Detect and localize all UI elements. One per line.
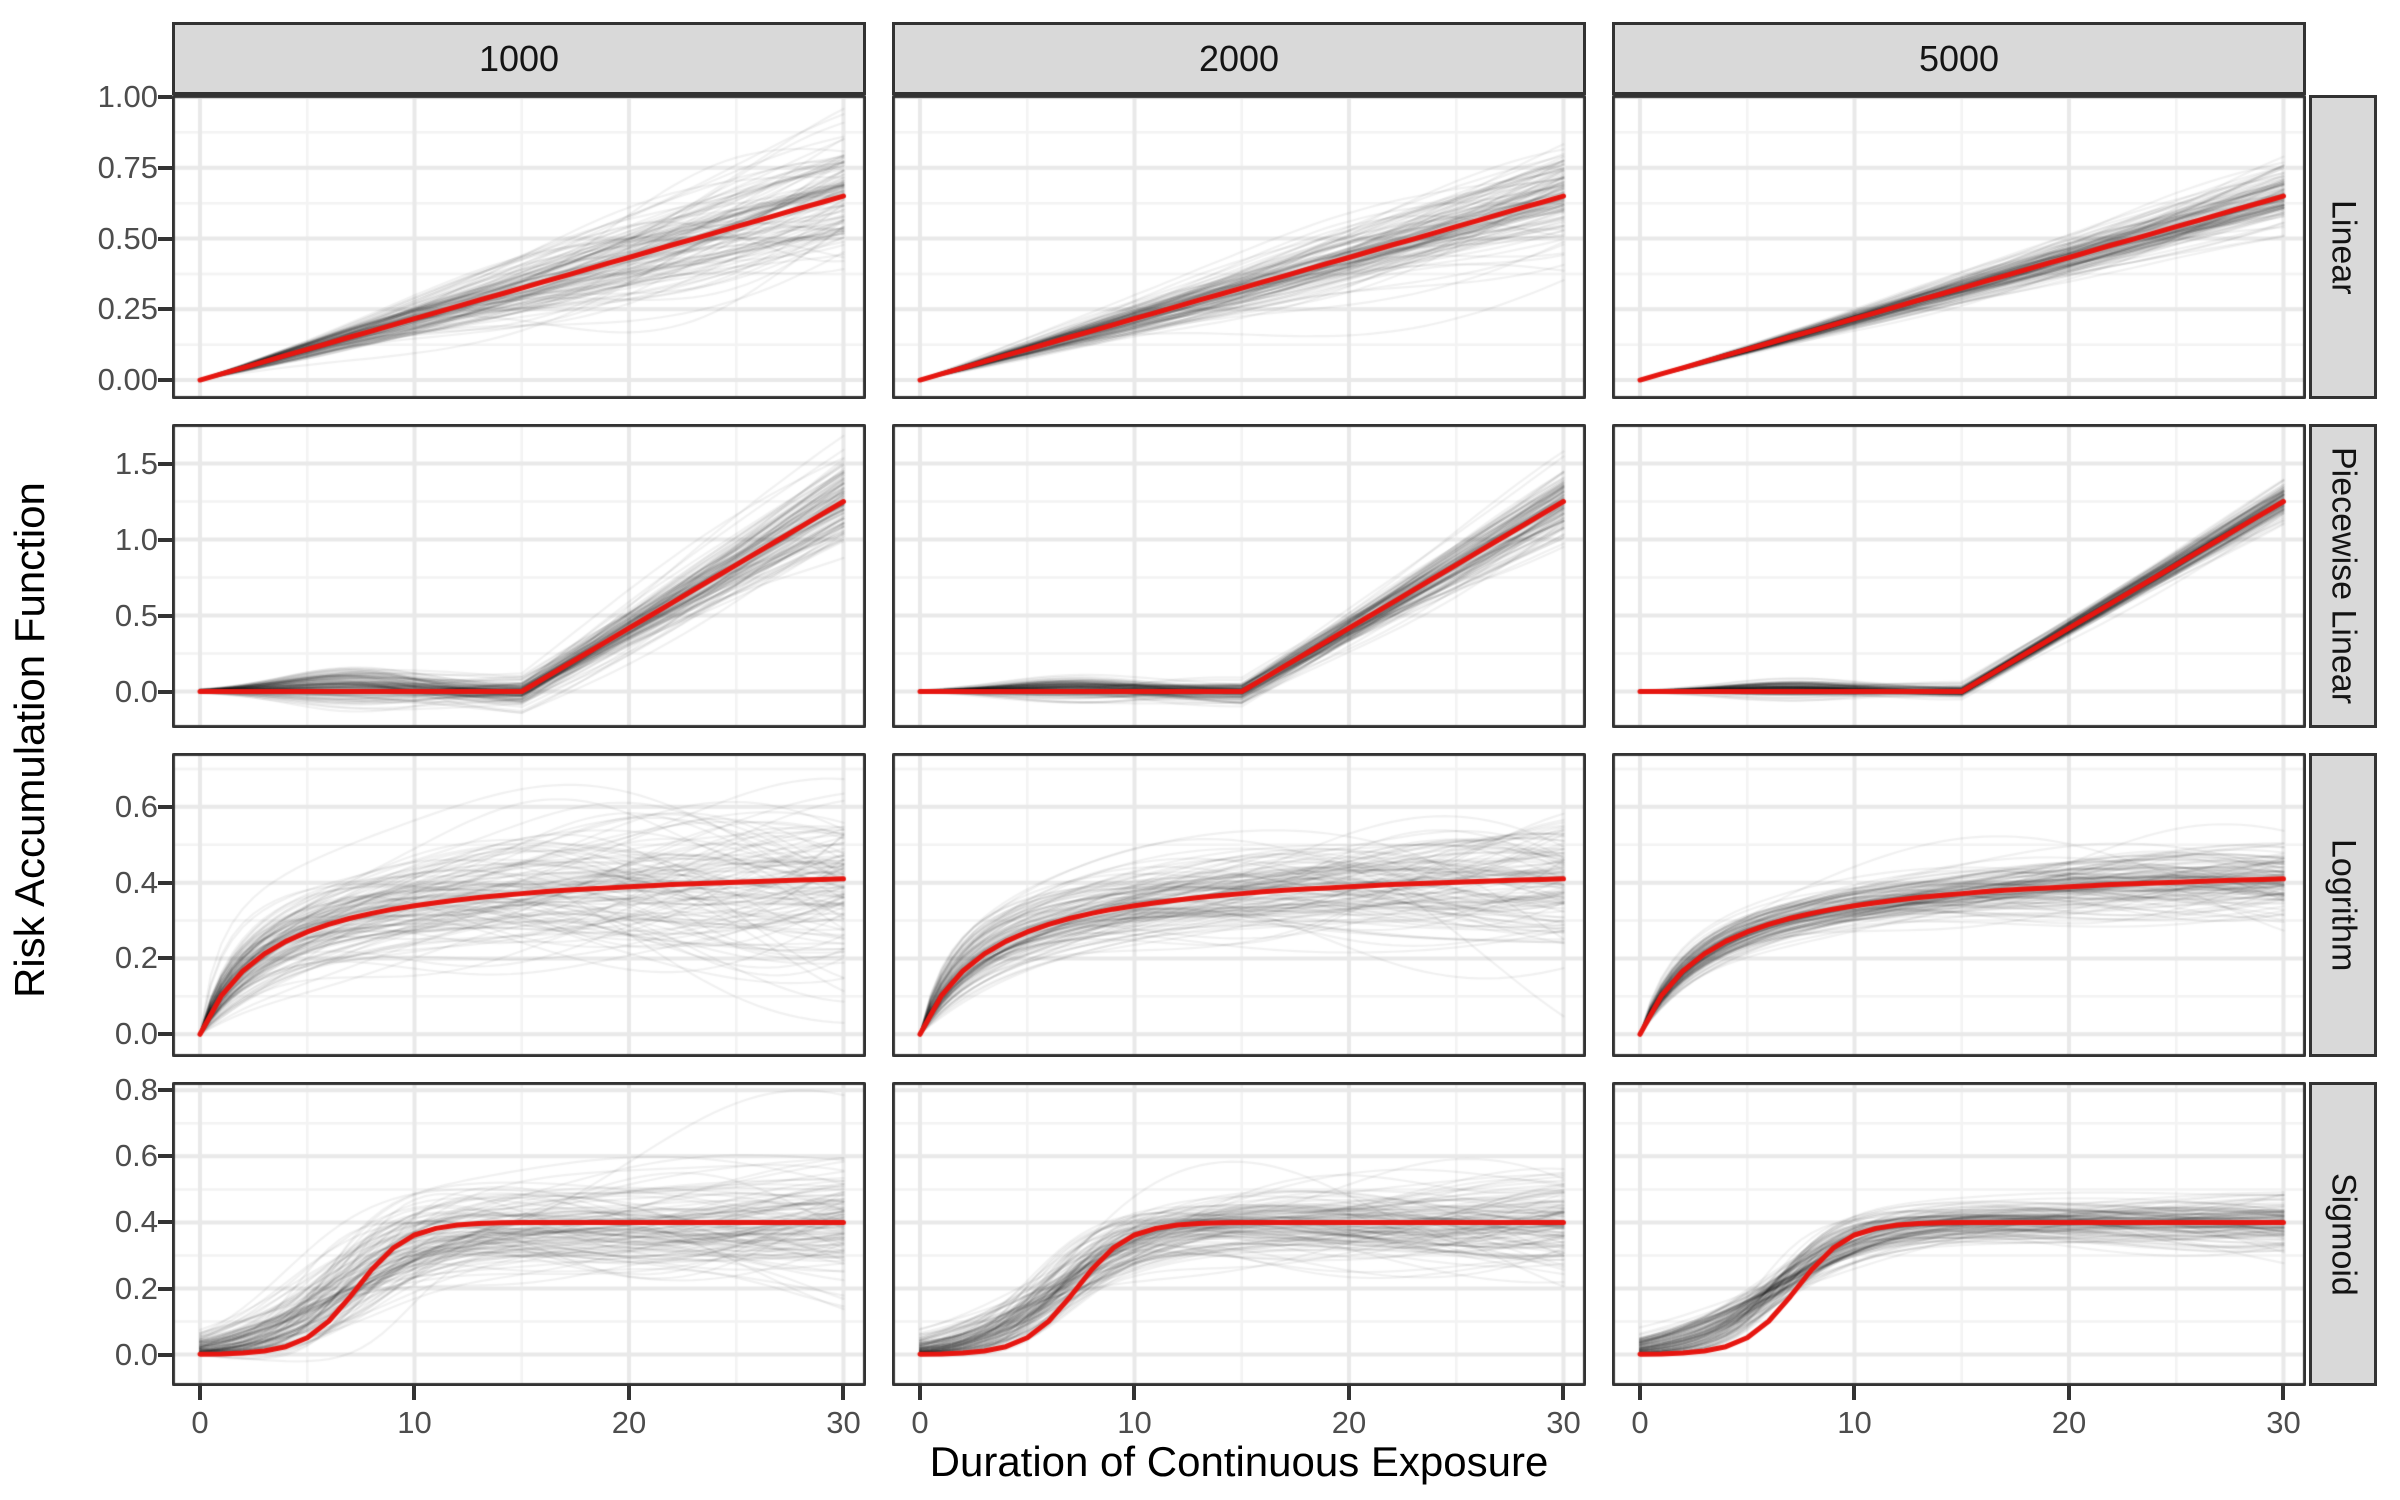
facet-col-strip-1000: 1000	[172, 22, 866, 95]
panel-linear-1000	[172, 95, 866, 399]
panel-canvas-r3-c1	[892, 1082, 1586, 1386]
y-tick-mark	[158, 236, 172, 241]
y-tick-mark	[158, 1154, 172, 1159]
y-tick-label: 1.00	[97, 78, 158, 114]
x-tick-mark	[1561, 1386, 1566, 1400]
y-tick-label: 0.4	[114, 864, 158, 900]
panel-piecewise-linear-2000	[892, 424, 1586, 728]
y-tick-mark	[158, 1220, 172, 1225]
panel-linear-2000	[892, 95, 1586, 399]
y-tick-mark	[158, 1286, 172, 1291]
y-tick-label: 0.8	[114, 1072, 158, 1108]
y-tick-label: 1.5	[114, 445, 158, 481]
panel-canvas-r1-c1	[892, 424, 1586, 728]
x-tick-mark	[1637, 1386, 1642, 1400]
panel-piecewise-linear-5000	[1612, 424, 2306, 728]
y-tick-mark	[158, 1352, 172, 1357]
x-tick-label: 20	[1331, 1405, 1367, 1440]
panel-linear-5000	[1612, 95, 2306, 399]
x-axis-title: Duration of Continuous Exposure	[929, 1438, 1549, 1485]
y-tick-label: 0.5	[114, 597, 158, 633]
y-tick-label: 0.75	[97, 149, 158, 185]
x-tick-mark	[2281, 1386, 2286, 1400]
y-tick-mark	[158, 307, 172, 312]
facet-row-strip-logrithm: Logrithm	[2309, 753, 2377, 1057]
x-tick-label: 30	[2266, 1405, 2301, 1440]
x-tick-label: 10	[397, 1405, 432, 1440]
y-tick-mark	[158, 880, 172, 885]
x-tick-label: 0	[911, 1405, 929, 1440]
x-tick-mark	[1346, 1386, 1351, 1400]
facet-row-strip-linear: Linear	[2309, 95, 2377, 399]
facet-col-strip-5000: 5000	[1612, 22, 2306, 95]
y-tick-mark	[158, 804, 172, 809]
y-tick-label: 1.0	[114, 521, 158, 557]
x-tick-mark	[197, 1386, 202, 1400]
panel-canvas-r0-c0	[172, 95, 866, 399]
y-tick-mark	[158, 956, 172, 961]
panel-sigmoid-1000	[172, 1082, 866, 1386]
panel-logrithm-5000	[1612, 753, 2306, 1057]
y-tick-label: 0.00	[97, 362, 158, 398]
panel-logrithm-2000	[892, 753, 1586, 1057]
y-tick-mark	[158, 1088, 172, 1093]
x-tick-label: 0	[1631, 1405, 1649, 1440]
y-tick-mark	[158, 378, 172, 383]
panel-sigmoid-2000	[892, 1082, 1586, 1386]
panel-canvas-r2-c1	[892, 753, 1586, 1057]
panel-logrithm-1000	[172, 753, 866, 1057]
x-tick-label: 30	[826, 1405, 861, 1440]
x-tick-label: 10	[1837, 1405, 1872, 1440]
y-tick-mark	[158, 1032, 172, 1037]
facet-row-strip-piecewise-linear: Piecewise Linear	[2309, 424, 2377, 728]
y-axis-title: Risk Accumulation Function	[6, 482, 53, 999]
x-tick-mark	[1132, 1386, 1137, 1400]
y-tick-label: 0.6	[114, 788, 158, 824]
facet-col-strip-2000: 2000	[892, 22, 1586, 95]
y-tick-label: 0.50	[97, 220, 158, 256]
x-tick-label: 10	[1117, 1405, 1152, 1440]
panel-canvas-r3-c2	[1612, 1082, 2306, 1386]
y-tick-mark	[158, 537, 172, 542]
panel-canvas-r2-c2	[1612, 753, 2306, 1057]
y-tick-label: 0.2	[114, 940, 158, 976]
panel-canvas-r2-c0	[172, 753, 866, 1057]
y-tick-mark	[158, 165, 172, 170]
panel-piecewise-linear-1000	[172, 424, 866, 728]
panel-canvas-r0-c2	[1612, 95, 2306, 399]
y-tick-label: 0.0	[114, 1016, 158, 1052]
x-tick-label: 0	[191, 1405, 209, 1440]
x-tick-label: 20	[2051, 1405, 2087, 1440]
y-tick-label: 0.25	[97, 291, 158, 327]
facet-row-strip-sigmoid: Sigmoid	[2309, 1082, 2377, 1386]
y-tick-mark	[158, 94, 172, 99]
y-tick-label: 0.0	[114, 673, 158, 709]
y-tick-mark	[158, 689, 172, 694]
y-tick-label: 0.0	[114, 1336, 158, 1372]
y-tick-mark	[158, 461, 172, 466]
y-tick-label: 0.4	[114, 1204, 158, 1240]
x-tick-mark	[626, 1386, 631, 1400]
x-tick-label: 20	[611, 1405, 647, 1440]
panel-canvas-r3-c0	[172, 1082, 866, 1386]
x-tick-mark	[2066, 1386, 2071, 1400]
x-tick-mark	[1852, 1386, 1857, 1400]
y-tick-label: 0.6	[114, 1138, 158, 1174]
x-tick-mark	[412, 1386, 417, 1400]
panel-sigmoid-5000	[1612, 1082, 2306, 1386]
x-tick-mark	[841, 1386, 846, 1400]
x-tick-label: 30	[1546, 1405, 1581, 1440]
y-tick-label: 0.2	[114, 1270, 158, 1306]
panel-canvas-r1-c2	[1612, 424, 2306, 728]
panel-canvas-r1-c0	[172, 424, 866, 728]
panel-canvas-r0-c1	[892, 95, 1586, 399]
y-tick-mark	[158, 613, 172, 618]
x-tick-mark	[917, 1386, 922, 1400]
